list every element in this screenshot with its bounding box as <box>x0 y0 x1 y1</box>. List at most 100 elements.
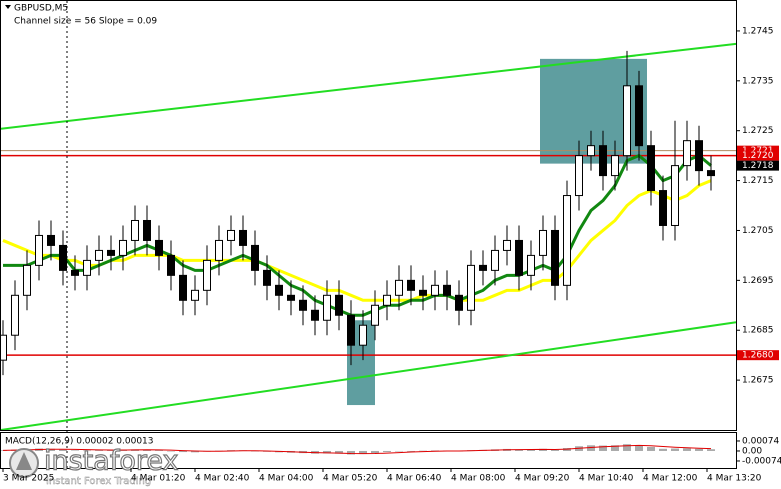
macd-bar <box>707 449 715 451</box>
candle-body <box>395 279 403 296</box>
macd-bar <box>83 450 91 452</box>
macd-y-tick-label: -0.00074 <box>742 456 781 466</box>
macd-bar <box>155 450 163 451</box>
macd-bar <box>395 450 403 452</box>
macd-bar <box>659 448 667 451</box>
candle-body <box>167 254 175 276</box>
candle-body <box>0 334 7 361</box>
candle-body <box>491 249 499 271</box>
candle-body <box>635 85 643 147</box>
candle-body <box>215 239 223 261</box>
candle-body <box>119 239 127 256</box>
candle-body <box>455 294 463 311</box>
macd-bar <box>71 450 79 451</box>
y-tick-label: 1.2705 <box>742 226 774 236</box>
macd-bar <box>371 450 379 453</box>
macd-y-tick-label: 0.00 <box>742 446 762 456</box>
macd-bar <box>95 450 103 451</box>
candle-body <box>359 324 367 346</box>
candle-body <box>203 259 211 291</box>
macd-bar <box>191 450 199 453</box>
candle-body <box>683 140 691 167</box>
macd-bar <box>47 448 55 451</box>
candle-body <box>563 195 571 286</box>
candle-body <box>239 229 247 246</box>
channel-line <box>0 321 737 431</box>
candle-body <box>227 229 235 241</box>
y-tick-label: 1.2725 <box>742 126 774 136</box>
macd-bar <box>347 450 355 455</box>
macd-bar <box>323 450 331 454</box>
candle-body <box>515 239 523 276</box>
price-tag-label: 1.2720 <box>742 151 774 161</box>
macd-bar <box>527 449 535 451</box>
candle-body <box>371 304 379 326</box>
x-tick-label: 3 Mar 2025 <box>3 474 54 484</box>
candle-body <box>647 145 655 192</box>
candle-body <box>503 239 511 251</box>
candle-body <box>383 294 391 306</box>
macd-bar <box>251 450 259 452</box>
channel-line <box>0 42 737 130</box>
x-tick-label: 4 Mar 13:20 <box>707 474 762 484</box>
logo-name: instaforex <box>44 446 178 477</box>
candle-body <box>587 145 595 157</box>
candle-body <box>443 284 451 296</box>
macd-bar <box>635 445 643 451</box>
chart-subtitle: Channel size = 56 Slope = 0.09 <box>14 17 157 27</box>
candle-body <box>263 269 271 286</box>
macd-bar <box>539 448 547 451</box>
macd-bar <box>407 450 415 452</box>
candle-body <box>419 289 427 296</box>
moving-average <box>3 153 712 317</box>
logo: instaforex Instant Forex Trading <box>9 445 179 487</box>
candle-body <box>131 219 139 241</box>
y-tick-label: 1.2745 <box>742 26 774 36</box>
candle-body <box>347 314 355 346</box>
logo-icon-shape <box>16 452 32 470</box>
candle-body <box>11 294 19 336</box>
macd-bar <box>179 450 187 453</box>
x-tick-label: 4 Mar 08:00 <box>451 474 506 484</box>
candle-body <box>95 249 103 261</box>
candle-body <box>659 190 667 226</box>
price-tag <box>737 150 779 161</box>
candle-body <box>155 239 163 256</box>
x-tick-label: 4 Mar 02:40 <box>195 474 250 484</box>
candle-body <box>23 264 31 296</box>
macd-bar <box>623 444 631 451</box>
candle-body <box>479 264 487 271</box>
macd-bar <box>419 450 427 452</box>
macd-bar <box>431 450 439 451</box>
y-tick-label: 1.2695 <box>742 276 774 286</box>
y-tick-label: 1.2685 <box>742 326 774 336</box>
candle-body <box>107 249 115 256</box>
price-tag-label: 1.2718 <box>742 161 774 171</box>
candle-body <box>611 155 619 177</box>
x-tick-label: 4 Mar 12:00 <box>643 474 698 484</box>
candle-body <box>551 229 559 286</box>
candle-body <box>191 289 199 301</box>
macd-bar <box>551 449 559 451</box>
candle-body <box>407 279 415 291</box>
chart-title: GBPUSD,M5 <box>14 4 68 14</box>
candle-body <box>71 269 79 276</box>
candle-body <box>143 219 151 241</box>
x-tick-label: 4 Mar 04:00 <box>259 474 314 484</box>
price-tag <box>737 160 779 171</box>
menu-arrow <box>5 5 11 9</box>
candle-body <box>251 244 259 271</box>
candle-body <box>35 234 43 266</box>
plot-frame <box>0 0 737 431</box>
y-tick-label: 1.2735 <box>742 76 774 86</box>
macd-label: MACD(12,26,9) 0.00002 0.00013 <box>5 437 154 447</box>
price-tag-label: 1.2680 <box>742 351 774 361</box>
macd-bar <box>611 445 619 451</box>
x-tick-label: 4 Mar 01:20 <box>131 474 186 484</box>
candle-body <box>275 284 283 296</box>
candle-body <box>707 170 715 177</box>
candle-body <box>179 274 187 301</box>
candle-body <box>311 309 319 321</box>
candle-body <box>599 145 607 177</box>
macd-bar <box>515 449 523 451</box>
